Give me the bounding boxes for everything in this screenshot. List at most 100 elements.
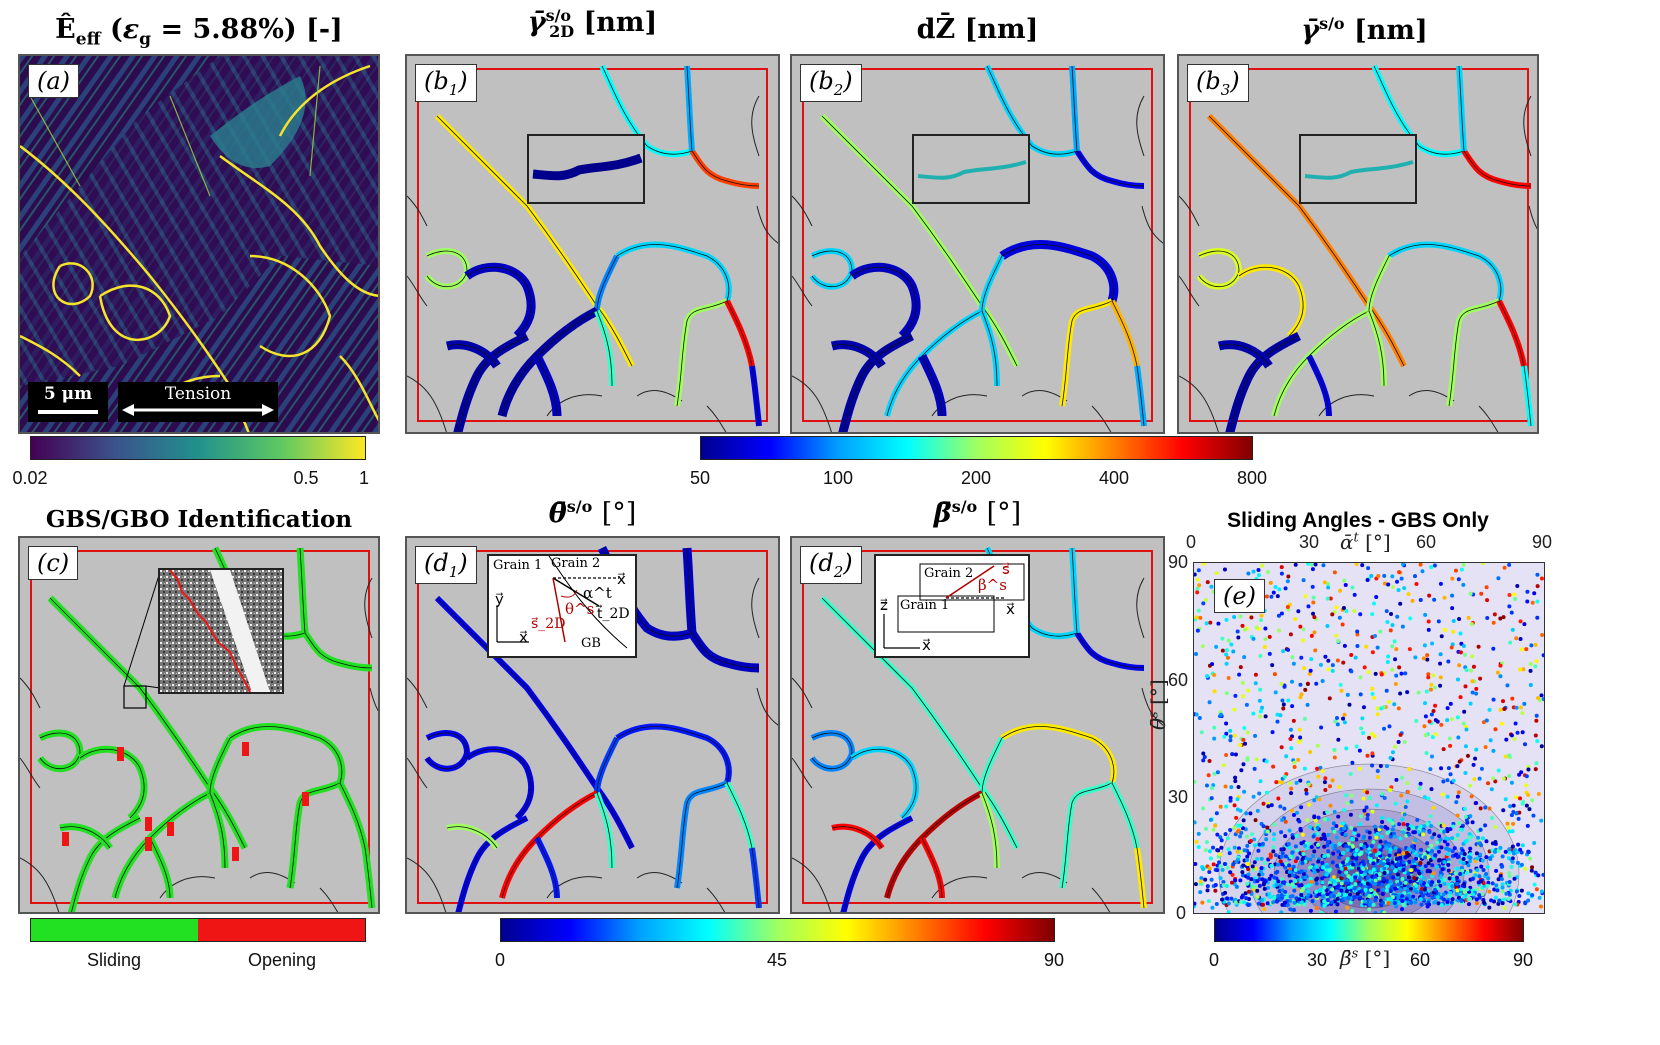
scatter-point <box>1318 662 1323 667</box>
scatter-point <box>1519 888 1524 893</box>
scatter-point <box>1361 796 1366 801</box>
scatter-point <box>1513 596 1518 601</box>
scatter-point <box>1303 843 1308 848</box>
scatter-point <box>1322 844 1327 849</box>
scatter-point <box>1445 842 1450 847</box>
scatter-point <box>1431 673 1436 678</box>
scatter-point <box>1384 764 1389 769</box>
gb-boundary-thin <box>706 405 727 432</box>
scatter-point <box>1408 824 1413 829</box>
gb-centerline <box>446 826 498 849</box>
scatter-point <box>1235 629 1240 634</box>
scatter-point <box>1441 823 1446 828</box>
scatter-point <box>1430 835 1435 840</box>
scatter-point <box>1537 895 1542 900</box>
panel-c: (c) <box>18 536 380 914</box>
scatter-point <box>1298 682 1303 687</box>
scatter-point <box>1418 597 1423 602</box>
scatter-point <box>1501 699 1506 704</box>
scatter-point <box>1195 590 1200 595</box>
scatter-point <box>1367 902 1372 907</box>
scatter-point <box>1483 805 1488 810</box>
gb-segment <box>724 781 755 849</box>
scatter-point <box>1442 860 1447 865</box>
gb-centerline <box>601 65 693 155</box>
scatter-point <box>1417 786 1422 791</box>
scatter-point <box>1349 825 1354 830</box>
scatter-point <box>1358 814 1363 819</box>
scatter-point <box>1315 868 1320 873</box>
scatter-point <box>1234 859 1239 864</box>
scatter-point <box>1352 592 1357 597</box>
scatter-point <box>1509 780 1514 785</box>
scatter-point <box>1238 614 1243 619</box>
scatter-point <box>1349 669 1354 674</box>
scatter-point <box>1496 901 1501 906</box>
scatter-point <box>1299 655 1304 660</box>
scatter-point <box>1429 682 1434 687</box>
scatter-point <box>1255 888 1260 893</box>
scatter-point <box>1535 599 1540 604</box>
scatter-point <box>1263 879 1268 884</box>
scatter-point <box>1386 582 1391 587</box>
scatter-point <box>1422 851 1427 856</box>
scatter-point <box>1322 899 1327 904</box>
scatter-point <box>1282 774 1287 779</box>
scatter-point <box>1458 887 1463 892</box>
colorbar-a-tick: 1 <box>358 468 370 488</box>
scatter-point <box>1246 571 1251 576</box>
scatter-point <box>1205 580 1210 585</box>
scatter-point <box>1244 834 1249 839</box>
scatter-point <box>1218 835 1223 840</box>
scatter-point <box>1252 843 1257 848</box>
scatter-point <box>1343 893 1348 898</box>
scatter-point <box>1467 859 1472 864</box>
scatter-point <box>1450 884 1455 889</box>
scatter-point <box>1348 812 1353 817</box>
scatter-point <box>1328 803 1333 808</box>
scatter-point <box>1352 608 1357 613</box>
scatter-point <box>1256 901 1261 906</box>
scatter-point <box>1435 840 1440 845</box>
title-b1: γ̄s/o2D [nm] <box>527 6 658 42</box>
scatter-point <box>1358 675 1363 680</box>
scatter-point <box>1339 888 1344 893</box>
scatter-point <box>1342 578 1347 583</box>
scatter-point <box>1232 707 1237 712</box>
scatter-point <box>1199 876 1204 881</box>
scatter-point <box>1487 707 1492 712</box>
scatter-point <box>1391 875 1396 880</box>
scatter-point <box>1290 835 1295 840</box>
scatter-point <box>1325 898 1330 903</box>
scatter-point <box>1223 832 1228 837</box>
scatter-point <box>1292 888 1297 893</box>
scatter-point <box>1259 856 1264 861</box>
panel-a: (a) 5 μm Tension <box>18 54 380 434</box>
gb-centerline <box>209 737 231 794</box>
scatter-point <box>1526 792 1531 797</box>
scatter-point <box>1270 663 1275 668</box>
scatter-point <box>1260 902 1265 907</box>
gb-boundary-thin <box>546 876 603 899</box>
scatter-point <box>1475 856 1480 861</box>
scatter-point <box>1353 882 1358 887</box>
gb-centerline <box>364 847 373 909</box>
scatter-point <box>1468 855 1473 860</box>
scatter-point <box>1264 759 1269 764</box>
scatter-point <box>1469 668 1474 673</box>
scatter-point <box>1333 843 1338 848</box>
scatter-point <box>1304 787 1309 792</box>
scatter-point <box>1260 897 1265 902</box>
scatter-point <box>1528 856 1533 861</box>
gb-boundary-thin <box>159 876 216 899</box>
scatter-point <box>1500 901 1505 906</box>
scatter-point <box>1216 848 1221 853</box>
scatter-point <box>1518 667 1523 672</box>
scatter-point <box>1462 709 1467 714</box>
panel-b1: (b1) <box>405 54 780 434</box>
scatter-point <box>1388 897 1393 902</box>
scatter-point <box>1252 766 1257 771</box>
scatter-point <box>1311 834 1316 839</box>
scatter-point <box>1516 816 1521 821</box>
gb-centerline <box>726 300 753 367</box>
